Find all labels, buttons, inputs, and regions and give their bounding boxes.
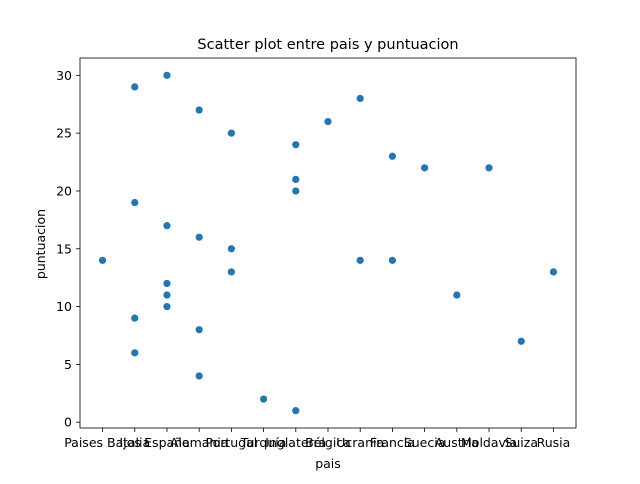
x-tick-label: Austria (435, 435, 479, 450)
x-tick-label: Alemania (170, 435, 229, 450)
scatter-point (163, 302, 171, 311)
y-tick-label: 15 (56, 241, 72, 256)
scatter-point (259, 395, 268, 403)
x-tick-label: Italia (119, 435, 150, 450)
scatter-point (131, 314, 139, 322)
x-tick-label: España (144, 435, 190, 450)
scatter-point (292, 141, 300, 149)
x-tick-label: Ucrania (336, 435, 384, 450)
plot-frame (79, 57, 577, 429)
scatter-point (163, 71, 171, 79)
y-tick-label: 30 (56, 68, 72, 83)
x-tick-label: Portugal (205, 435, 257, 450)
x-tick-label: Paises Bajos (64, 435, 141, 450)
scatter-point (292, 175, 300, 184)
scatter-point (356, 256, 364, 264)
scatter-point (195, 233, 203, 241)
scatter-point (195, 326, 203, 334)
scatter-point (163, 222, 171, 230)
scatter-point (227, 268, 235, 276)
y-tick-label: 10 (56, 299, 72, 314)
scatter-point (195, 106, 203, 114)
scatter-point (163, 291, 171, 299)
scatter-point (131, 349, 139, 357)
scatter-point (292, 187, 300, 195)
scatter-point (227, 245, 235, 253)
scatter-point (517, 337, 525, 345)
x-tick-label: Suecia (404, 435, 446, 450)
scatter-point (421, 164, 429, 172)
scatter-point (324, 117, 332, 126)
scatter-point (388, 256, 397, 264)
x-tick-label: Suiza (504, 435, 538, 450)
scatter-point (131, 198, 139, 207)
x-tick-label: Rusia (537, 435, 571, 450)
scatter-point (292, 407, 300, 415)
scatter-point (131, 83, 139, 91)
y-axis-label: puntuacion (33, 209, 48, 279)
scatter-point (356, 94, 364, 103)
x-tick-label: Bélgica (305, 435, 351, 450)
scatter-point (227, 129, 235, 137)
scatter-point (98, 256, 107, 264)
chart-title: Scatter plot entre pais y puntuacion (197, 37, 458, 53)
scatter-point (195, 372, 203, 380)
x-tick-label: Turquía (240, 435, 287, 450)
scatter-point (453, 291, 461, 299)
x-tick-label: Moldavia (461, 435, 517, 450)
y-tick-label: 20 (56, 183, 72, 198)
y-tick-label: 5 (64, 357, 72, 372)
x-tick-label: Inglaterra (265, 435, 326, 450)
scatter-point (549, 268, 558, 276)
y-tick-label: 25 (56, 126, 72, 141)
x-axis-label: pais (315, 456, 341, 471)
scatter-point (388, 152, 397, 160)
scatter-point (163, 279, 171, 288)
y-tick-label: 0 (64, 415, 72, 430)
scatter-point (485, 164, 493, 172)
x-tick-label: Francia (370, 435, 415, 450)
